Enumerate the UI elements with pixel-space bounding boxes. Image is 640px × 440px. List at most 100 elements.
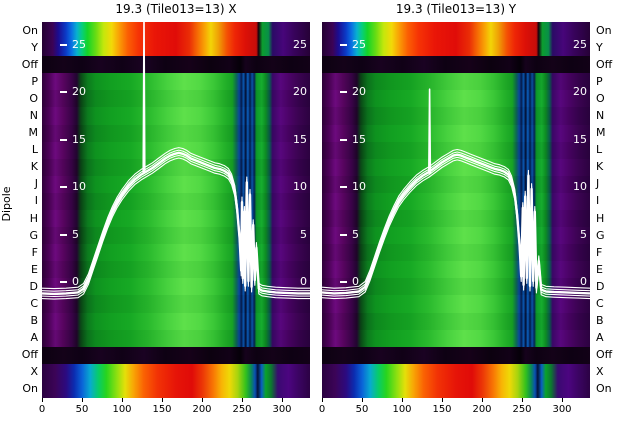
tick-mark xyxy=(60,281,67,283)
dipole-row-label-right: K xyxy=(596,160,604,174)
db-tick-label-right: 10 xyxy=(293,180,307,193)
db-tick-label-left: 0 xyxy=(340,275,359,289)
dipole-row-label-right: J xyxy=(596,177,600,191)
dipole-row-label-right: X xyxy=(596,365,604,379)
plot-title-y: 19.3 (Tile013=13) Y xyxy=(395,2,517,16)
x-tick-mark xyxy=(82,398,83,402)
heatmap-row xyxy=(42,346,310,365)
tick-mark xyxy=(60,43,67,46)
dipole-row-label-left: X xyxy=(30,365,38,379)
heatmap-row xyxy=(322,107,590,126)
db-value: 10 xyxy=(72,180,86,193)
x-tick-mark xyxy=(322,398,323,402)
x-tick-mark xyxy=(482,398,483,402)
db-tick-label-right: 25 xyxy=(293,37,307,51)
db-tick-label-left: 15 xyxy=(340,133,366,147)
heatmap-row xyxy=(322,175,590,194)
x-tick-label: 150 xyxy=(152,404,172,415)
x-tick-mark xyxy=(162,398,163,402)
db-tick-label-left: 10 xyxy=(340,180,366,194)
db-value: 5 xyxy=(72,227,79,241)
tick-mark xyxy=(60,91,67,93)
x-tick-label: 200 xyxy=(472,404,492,415)
x-tick-label: 150 xyxy=(432,404,452,415)
dipole-row-label-left: Off xyxy=(21,348,38,362)
heatmap-row xyxy=(42,73,310,91)
heatmap-row xyxy=(322,312,590,331)
x-tick-label: 100 xyxy=(112,404,132,415)
tick-mark xyxy=(60,186,67,188)
dipole-row-label-right: D xyxy=(596,279,605,293)
db-value: 25 xyxy=(72,37,86,51)
x-tick-label: 250 xyxy=(512,404,532,415)
db-tick-label-left: 20 xyxy=(60,85,86,99)
db-tick-label-right: 20 xyxy=(293,85,307,98)
heatmap-row xyxy=(322,346,590,365)
x-tick-mark xyxy=(522,398,523,402)
heatmap-row xyxy=(322,380,590,398)
dipole-row-label-right: N xyxy=(596,109,605,122)
dipole-row-label-left: E xyxy=(31,262,38,276)
tick-mark xyxy=(60,138,67,141)
dipole-row-label-right: E xyxy=(596,262,603,276)
db-tick-label-right: 15 xyxy=(573,132,587,146)
dipole-row-label-right: M xyxy=(596,126,606,140)
dipole-row-label-right: Y xyxy=(596,40,603,54)
db-value: 5 xyxy=(352,227,359,241)
x-tick-mark xyxy=(362,398,363,402)
x-tick-mark xyxy=(282,398,283,402)
dipole-row-label-left: C xyxy=(30,297,38,310)
db-tick-label-left: 5 xyxy=(340,228,359,242)
dipole-row-label-left: K xyxy=(30,160,38,174)
heatmap-plot-x: 25 25 20 20 15 15 10 10 5 5 0 0 xyxy=(42,22,310,398)
x-tick-label: 200 xyxy=(192,404,212,415)
db-value: 20 xyxy=(72,85,86,98)
dipole-row-label-left: H xyxy=(29,211,38,225)
x-tick-label: 300 xyxy=(552,404,572,415)
heatmap-row xyxy=(322,90,590,109)
dipole-row-label-left: P xyxy=(31,74,38,88)
tick-mark xyxy=(340,138,347,141)
heatmap-row xyxy=(42,158,310,177)
dipole-row-label-right: I xyxy=(596,194,600,208)
dipole-row-label-left: O xyxy=(29,91,38,105)
heatmap-row xyxy=(322,329,590,348)
bandpass-line-bandpass xyxy=(322,153,590,295)
heatmap-row xyxy=(42,175,310,194)
db-tick-label-right: 0 xyxy=(300,275,307,288)
tick-mark xyxy=(340,233,347,236)
dipole-row-label-right: On xyxy=(596,23,612,37)
db-tick-label-left: 20 xyxy=(340,85,366,99)
x-tick-mark xyxy=(562,398,563,402)
tick-mark xyxy=(340,186,347,188)
heatmap-row xyxy=(322,73,590,91)
tick-mark xyxy=(340,43,347,46)
plot-title-x: 19.3 (Tile013=13) X xyxy=(115,2,237,16)
dipole-row-label-right: P xyxy=(596,74,603,88)
x-tick-label: 50 xyxy=(75,404,89,415)
dipole-row-label-left: L xyxy=(31,143,38,157)
dipole-row-label-left: N xyxy=(29,109,38,122)
dipole-row-label-right: Off xyxy=(596,348,613,362)
db-tick-label-left: 25 xyxy=(340,38,366,52)
db-tick-label-left: 10 xyxy=(60,180,86,194)
dipole-row-label-left: I xyxy=(34,194,38,208)
dipole-row-label-right: On xyxy=(596,382,612,396)
bandpass-line-bandpass xyxy=(42,149,310,292)
dipole-row-label-right: O xyxy=(596,91,605,105)
heatmap-row xyxy=(42,90,310,109)
heatmap-row xyxy=(322,22,590,40)
bandpass-line-spike xyxy=(142,22,146,173)
db-value: 0 xyxy=(352,275,359,288)
dipole-row-label-left: B xyxy=(30,314,38,328)
dipole-row-label-left: G xyxy=(29,228,38,242)
heatmap-row xyxy=(42,107,310,126)
x-tick-mark xyxy=(42,398,43,402)
db-tick-label-left: 0 xyxy=(60,275,79,289)
db-tick-label-left: 5 xyxy=(60,228,79,242)
db-value: 15 xyxy=(352,132,366,146)
heatmap-row xyxy=(322,158,590,177)
db-tick-label-left: 25 xyxy=(60,38,86,52)
x-tick-mark xyxy=(242,398,243,402)
heatmap-row xyxy=(322,56,590,74)
